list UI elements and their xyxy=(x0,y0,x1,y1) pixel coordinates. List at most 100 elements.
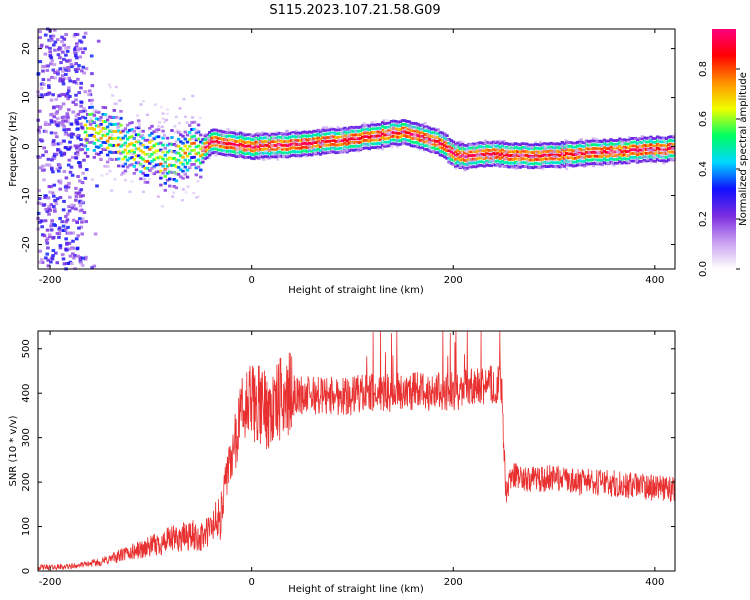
spectrogram-cell xyxy=(278,139,283,143)
spectrogram-cell xyxy=(262,158,266,161)
spectrogram-cell xyxy=(341,135,345,138)
spectrogram-cell xyxy=(507,147,511,150)
spectrogram-cell xyxy=(611,150,615,154)
spectrogram-cell xyxy=(387,136,391,140)
spectrogram-cell xyxy=(174,165,179,169)
spectrogram-cell xyxy=(467,146,471,150)
spectrogram-cell xyxy=(316,136,320,140)
spectrogram-cell xyxy=(137,125,141,128)
spectrogram-cell xyxy=(459,162,463,165)
spectrogram-cell xyxy=(584,139,589,143)
spectrogram-cell xyxy=(278,154,283,158)
spectrogram-cell xyxy=(56,72,60,76)
spectrogram-cell xyxy=(130,121,134,124)
spectrogram-cell xyxy=(66,185,71,189)
spectrogram-cell xyxy=(449,161,454,165)
spectrogram-cell xyxy=(106,165,110,168)
spectrogram-cell xyxy=(584,158,589,162)
spectrogram-cell xyxy=(662,146,666,149)
spectrogram-cell xyxy=(50,219,55,223)
spectrogram-cell xyxy=(192,141,196,145)
spectrogram-cell xyxy=(143,152,148,156)
spectrogram-cell xyxy=(442,147,447,151)
spectrogram-cell xyxy=(591,162,595,165)
spectrogram-cell xyxy=(156,135,161,139)
spectrogram-cell xyxy=(644,136,649,140)
spectrogram-cell xyxy=(261,155,265,159)
spectrogram-cell xyxy=(298,135,303,139)
spectrogram-cell xyxy=(136,139,140,142)
spectrogram-cell xyxy=(591,137,595,140)
spectrogram-cell xyxy=(465,151,469,155)
spectrogram-cell xyxy=(652,154,656,158)
spectrogram-cell xyxy=(349,144,354,148)
spectrogram-cell xyxy=(103,127,108,131)
spectrogram-cell xyxy=(387,140,391,144)
spectrogram-cell xyxy=(72,256,76,260)
spectrogram-cell xyxy=(419,136,423,139)
spectrogram-cell xyxy=(161,129,165,133)
spectrogram-cell xyxy=(493,156,498,160)
spectrogram-cell xyxy=(232,131,236,135)
spectrogram-cell xyxy=(256,145,261,149)
spectrogram-cell xyxy=(176,172,181,176)
spectrogram-cell xyxy=(385,129,389,133)
spectrogram-cell xyxy=(492,160,496,163)
spectrogram-cell xyxy=(531,143,536,147)
spectrogram-cell xyxy=(74,69,79,73)
spectrogram-cell xyxy=(529,151,533,154)
spectrogram-cell xyxy=(41,69,45,73)
spectrogram-cell xyxy=(114,136,119,140)
spectrogram-cell xyxy=(74,118,79,122)
spectrogram-cell xyxy=(128,128,132,132)
snr-y-tick-label: 400 xyxy=(21,384,32,403)
spectrogram-cell xyxy=(411,122,416,125)
spectrogram-cell xyxy=(166,167,170,170)
spectrogram-cell xyxy=(243,141,247,144)
snr-x-tick-label: 400 xyxy=(645,577,664,588)
spectrogram-cell xyxy=(330,133,334,136)
spectrogram-cell xyxy=(427,146,431,149)
spectrogram-cell xyxy=(584,151,589,154)
spectrogram-cell xyxy=(225,142,230,146)
spectrogram-cell xyxy=(661,155,665,158)
spectrogram-cell xyxy=(322,137,326,141)
spectrogram-cell xyxy=(542,161,546,165)
spectrogram-cell xyxy=(393,129,397,133)
spectrogram-cell xyxy=(234,155,238,159)
spectrogram-cell xyxy=(48,235,52,239)
spectrogram-cell xyxy=(134,140,139,144)
spectrogram-cell xyxy=(598,147,602,151)
spectrogram-cell xyxy=(416,130,420,134)
spectrogram-cell xyxy=(334,140,338,143)
spectrogram-cell xyxy=(152,158,156,162)
spectrogram-cell xyxy=(272,146,276,150)
spectrogram-cell xyxy=(232,142,236,146)
spectrogram-cell xyxy=(321,142,325,146)
spectrogram-cell xyxy=(646,144,651,148)
spectrogram-cell xyxy=(604,151,609,154)
spectrogram-cell xyxy=(505,160,509,164)
spectrogram-cell xyxy=(569,152,573,156)
spectrogram-cell xyxy=(67,247,71,251)
spectrogram-cell xyxy=(65,218,70,222)
spectrogram-cell xyxy=(500,156,505,159)
spectrogram-cell xyxy=(119,144,123,148)
spectrogram-cell xyxy=(45,228,50,232)
spectrogram-cell xyxy=(548,147,552,151)
spectrogram-cell xyxy=(343,130,347,134)
spectrogram-cell xyxy=(318,152,323,156)
spectrogram-cell xyxy=(183,137,187,141)
spectrogram-cell xyxy=(631,159,635,163)
spectrogram-cell xyxy=(57,227,62,231)
spectrogram-cell xyxy=(314,129,318,133)
spectrogram-cell xyxy=(524,165,528,168)
spectrogram-cell xyxy=(309,142,314,146)
spectrogram-cell xyxy=(582,163,587,167)
spectrogram-cell xyxy=(500,141,505,144)
spectrogram-cell xyxy=(62,43,66,47)
spectrogram-cell xyxy=(572,143,576,147)
spectrogram-cell xyxy=(551,165,556,168)
spectrogram-cell xyxy=(442,135,446,138)
spectrogram-cell xyxy=(55,197,60,201)
